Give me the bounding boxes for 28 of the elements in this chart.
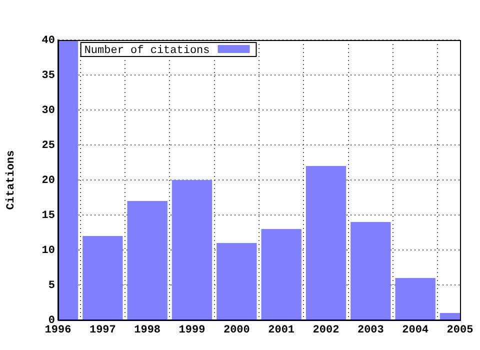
bar — [395, 278, 436, 320]
y-tick-label: 15 — [42, 210, 56, 222]
bar — [172, 180, 212, 320]
x-tick-label: 2004 — [402, 324, 429, 336]
x-tick-label: 2005 — [446, 324, 474, 336]
y-tick-label: 20 — [42, 174, 55, 187]
x-tick-label: 1996 — [44, 324, 72, 336]
x-tick-label: 1997 — [89, 324, 116, 336]
bar — [216, 243, 257, 320]
x-tick-label: 1998 — [134, 324, 161, 336]
y-tick-label: 25 — [42, 140, 56, 152]
bar — [82, 236, 123, 320]
y-tick-label: 40 — [42, 34, 55, 47]
x-tick-label: 2000 — [223, 324, 250, 336]
x-tick-label: 2002 — [312, 324, 340, 336]
bar — [127, 201, 168, 320]
y-axis-title: Citations — [5, 150, 18, 210]
bar — [306, 166, 346, 320]
y-tick-label: 35 — [42, 70, 56, 82]
x-tick-label: 1999 — [178, 324, 206, 336]
bar — [261, 229, 302, 320]
x-tick-label: 2003 — [357, 324, 384, 336]
y-tick-label: 10 — [42, 244, 55, 257]
y-tick-label: 30 — [42, 104, 55, 117]
bar — [350, 222, 391, 320]
legend-label: Number of citations — [84, 44, 210, 57]
x-tick-label: 2001 — [268, 324, 295, 336]
y-tick-label: 5 — [48, 280, 56, 292]
